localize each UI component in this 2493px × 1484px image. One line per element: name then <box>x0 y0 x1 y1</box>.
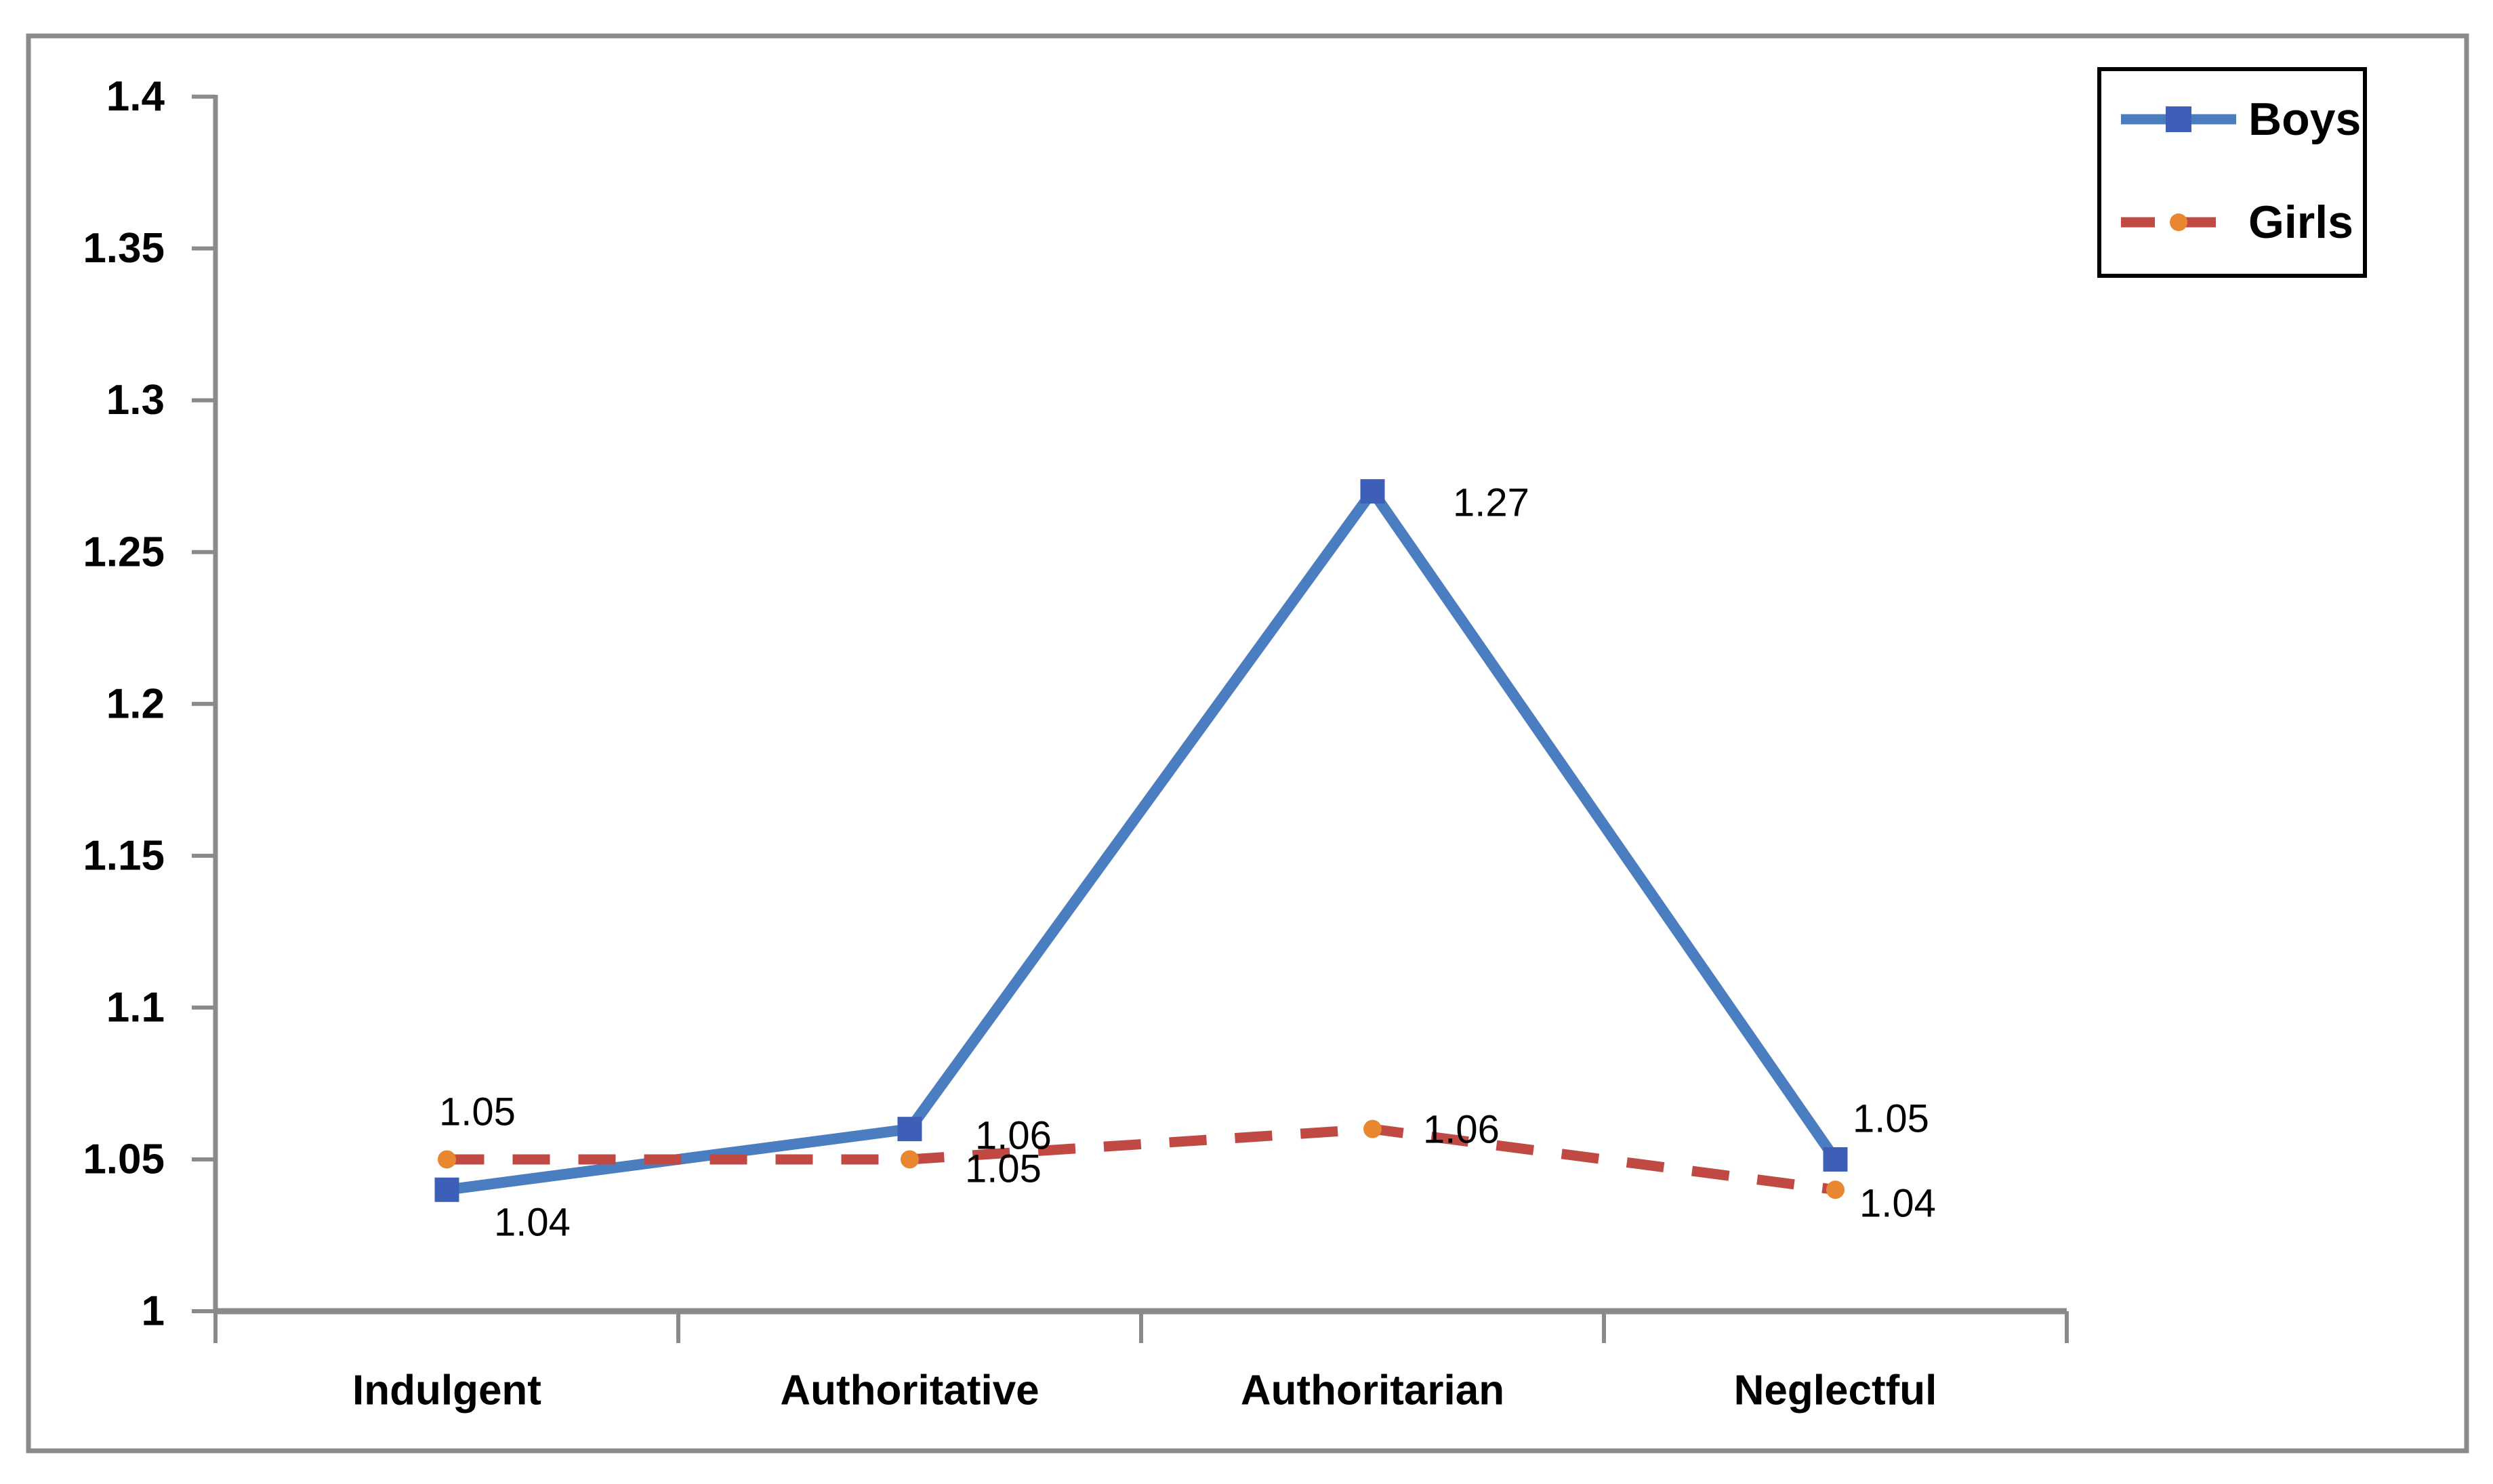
boys-point-marker <box>897 1117 922 1142</box>
data-labels: 1.041.061.271.051.051.051.061.04 <box>439 481 1936 1245</box>
boys-data-label: 1.05 <box>1853 1096 1929 1140</box>
y-axis-labels: 1 1.05 1.1 1.15 1.2 1.25 1.3 1.35 1.4 <box>83 73 165 1334</box>
axes <box>192 94 2069 1343</box>
series-markers <box>434 479 1848 1202</box>
girls-point-marker <box>901 1150 919 1169</box>
girls-data-label: 1.06 <box>1423 1108 1500 1152</box>
girls-data-label: 1.04 <box>1859 1181 1936 1225</box>
girls-data-label: 1.05 <box>965 1147 1042 1191</box>
boys-data-label: 1.06 <box>975 1114 1052 1158</box>
legend-boys-label: Boys <box>2248 94 2361 145</box>
y-tick-label: 1 <box>142 1288 165 1335</box>
legend: Boys Girls <box>2097 67 2367 278</box>
girls-point-marker <box>1826 1180 1845 1199</box>
legend-girls-marker <box>2170 213 2187 231</box>
x-axis-labels: Indulgent Authoritative Authoritarian Negle… <box>352 1367 1937 1414</box>
girls-data-label: 1.05 <box>439 1090 516 1134</box>
legend-box <box>2097 67 2367 278</box>
y-tick-label: 1.15 <box>83 832 165 879</box>
y-tick-label: 1.1 <box>106 984 165 1031</box>
legend-girls-label: Girls <box>2248 197 2353 248</box>
boys-point-marker <box>1823 1147 1848 1172</box>
y-tick-label: 1.2 <box>106 680 165 727</box>
y-tick-label: 1.3 <box>106 377 165 424</box>
series-lines <box>446 482 1840 1195</box>
y-tick-label: 1.35 <box>83 225 165 272</box>
x-category-label: Neglectful <box>1734 1367 1937 1414</box>
girls-point-marker <box>1363 1119 1382 1138</box>
boys-line <box>446 482 1840 1195</box>
x-category-label: Authoritative <box>780 1367 1039 1414</box>
boys-data-label: 1.27 <box>1453 481 1529 525</box>
x-category-label: Indulgent <box>352 1367 541 1414</box>
y-tick-label: 1.4 <box>106 73 165 120</box>
x-category-label: Authoritarian <box>1241 1367 1504 1414</box>
y-tick-label: 1.25 <box>83 529 165 575</box>
boys-data-label: 1.04 <box>494 1200 571 1244</box>
girls-line <box>447 1124 1836 1195</box>
figure-border <box>26 33 2469 1454</box>
y-tick-label: 1.05 <box>83 1136 165 1182</box>
boys-point-marker <box>1360 479 1385 504</box>
legend-boys-marker <box>2166 106 2191 132</box>
boys-point-marker <box>434 1177 459 1202</box>
figure-frame <box>26 33 2469 1454</box>
girls-point-marker <box>438 1150 456 1169</box>
